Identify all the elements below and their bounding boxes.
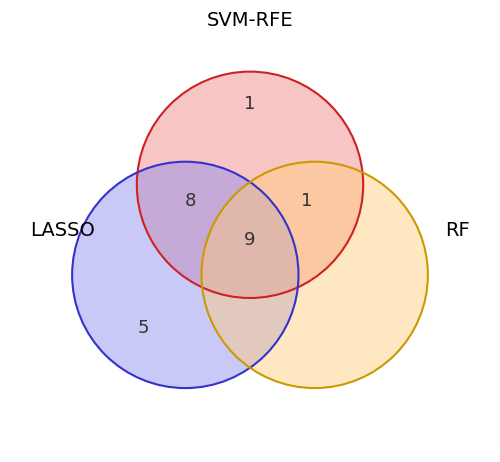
Text: 9: 9 (244, 231, 256, 249)
Text: LASSO: LASSO (30, 221, 96, 241)
Text: 1: 1 (300, 192, 312, 210)
Text: 1: 1 (244, 95, 256, 113)
Text: RF: RF (444, 221, 469, 241)
Text: SVM-RFE: SVM-RFE (206, 11, 294, 30)
Circle shape (137, 72, 363, 298)
Circle shape (72, 162, 298, 388)
Text: 5: 5 (137, 319, 148, 337)
Circle shape (202, 162, 428, 388)
Text: 8: 8 (185, 192, 196, 210)
